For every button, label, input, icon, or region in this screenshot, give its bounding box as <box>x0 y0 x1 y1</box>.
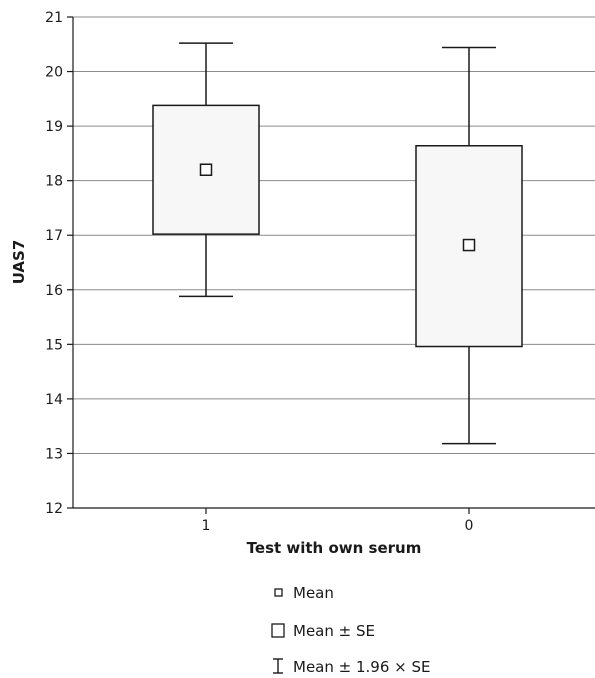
legend-item-se: Mean ± SE <box>271 622 375 640</box>
mean-marker <box>462 238 476 252</box>
x-axis-title: Test with own serum <box>247 539 422 557</box>
y-tick-label: 12 <box>45 501 63 517</box>
legend-ci-label: Mean ± 1.96 × SE <box>293 658 430 676</box>
legend-mean-symbol <box>274 588 283 597</box>
box-group-0 <box>415 46 523 445</box>
x-tick-label: 1 <box>202 518 211 534</box>
y-axis-ticks: 12 13 14 15 16 17 18 19 20 21 <box>45 10 73 517</box>
y-tick-label: 15 <box>45 337 63 353</box>
legend-item-mean: Mean <box>274 584 334 602</box>
y-tick-label: 18 <box>45 174 63 190</box>
y-tick-label: 13 <box>45 446 63 462</box>
legend-mean-label: Mean <box>293 584 334 602</box>
y-tick-label: 14 <box>45 392 63 408</box>
y-tick-label: 21 <box>45 10 63 26</box>
y-tick-label: 17 <box>45 228 63 244</box>
box-group-1 <box>152 42 260 298</box>
legend: Mean Mean ± SE Mean ± 1.96 × SE <box>271 584 430 676</box>
box-series <box>152 42 523 445</box>
y-tick-label: 16 <box>45 283 63 299</box>
y-tick-label: 20 <box>45 65 63 81</box>
x-tick-label: 0 <box>465 518 474 534</box>
legend-whisker-symbol <box>273 658 283 674</box>
legend-item-ci: Mean ± 1.96 × SE <box>273 658 430 676</box>
y-tick-label: 19 <box>45 119 63 135</box>
y-axis-title: UAS7 <box>10 240 28 285</box>
legend-box-symbol <box>271 623 285 638</box>
mean-marker <box>199 163 213 177</box>
legend-se-label: Mean ± SE <box>293 622 375 640</box>
